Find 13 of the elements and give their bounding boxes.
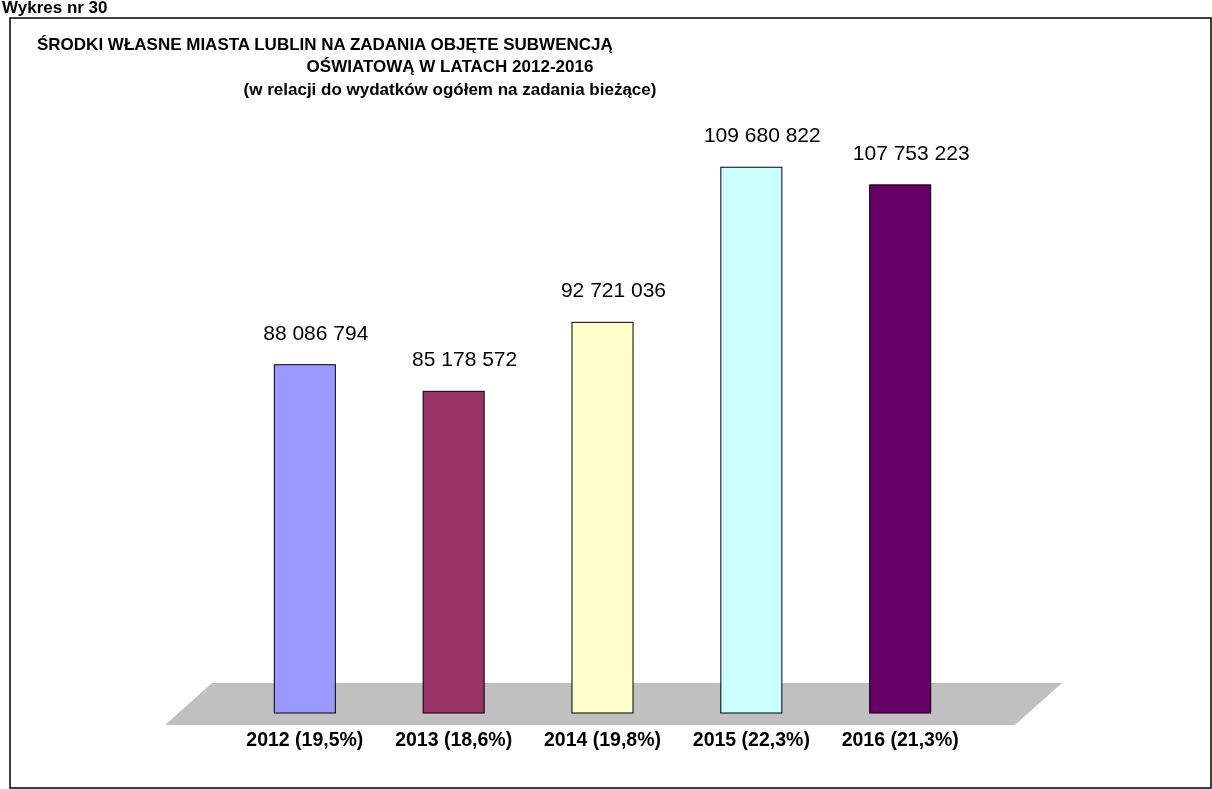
data-label: 92 721 036 xyxy=(560,278,667,302)
x-tick-label: 2013 (18,6%) xyxy=(395,728,513,751)
data-label: 85 178 572 xyxy=(412,347,518,371)
text: Wykres nr 30 xyxy=(2,0,108,17)
x-tick-label: 2014 (19,8%) xyxy=(543,728,662,751)
text: ŚRODKI WŁASNE MIASTA LUBLIN NA ZADANIA OBJĘTE SUBWENCJĄ OŚWIATOWĄ W LATACH 2012-2016 xyxy=(37,35,613,76)
data-label: 88 086 794 xyxy=(263,320,369,344)
x-tick-label: 2016 (21,3%) xyxy=(841,728,959,751)
data-label: 109 680 822 xyxy=(703,123,821,147)
text: (w relacji do wydatków ogółem na zadania bieżące) xyxy=(243,80,657,99)
x-tick-label: 2015 (22,3%) xyxy=(692,728,810,751)
x-tick-label: 2012 (19,5%) xyxy=(246,728,364,751)
data-label: 107 753 223 xyxy=(852,140,970,164)
